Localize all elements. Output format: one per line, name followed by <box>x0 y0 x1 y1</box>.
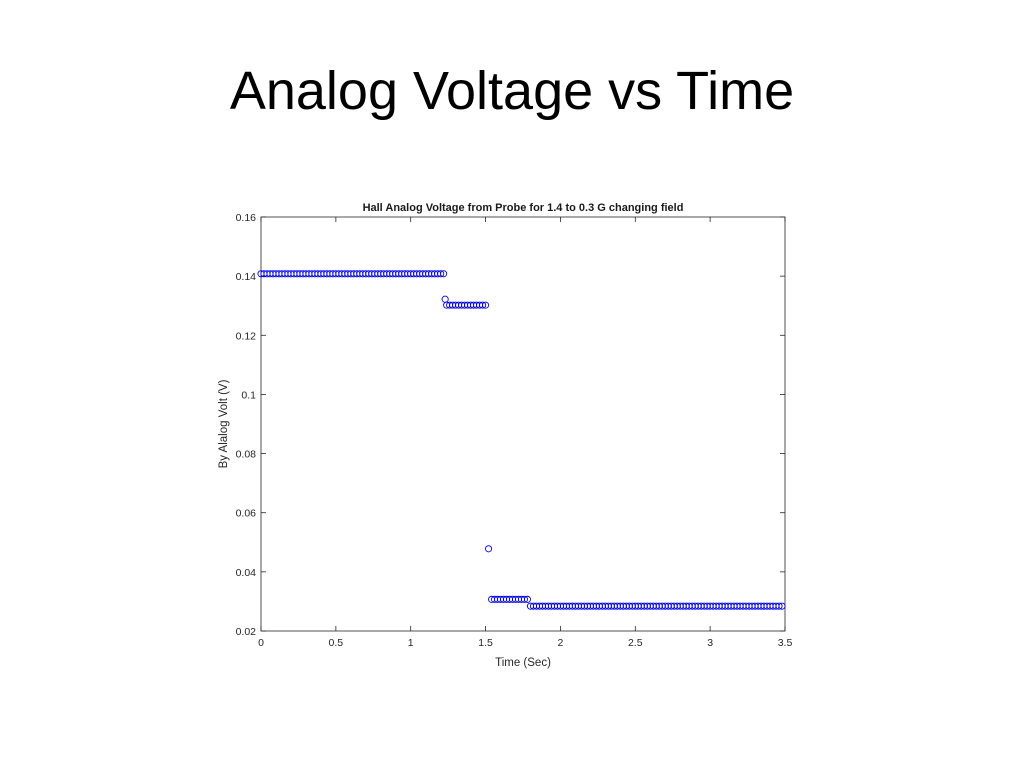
slide-title: Analog Voltage vs Time <box>229 61 795 121</box>
y-tick-label: 0.14 <box>236 271 257 283</box>
data-point <box>437 270 445 278</box>
y-tick-label: 0.12 <box>236 330 257 342</box>
data-point <box>479 301 487 309</box>
x-tick-label: 3 <box>707 637 713 649</box>
y-tick-label: 0.08 <box>236 449 257 461</box>
data-point <box>778 602 786 610</box>
axis-ticks: 0 0.5 1 1.5 2 2.5 3 3.5 0.02 0.04 0.06 0.08 0.1 0.12 0… <box>236 212 793 649</box>
data-points <box>257 270 786 610</box>
y-axis-label: By Alalog Volt (V) <box>218 379 230 468</box>
y-tick-label: 0.04 <box>236 567 257 579</box>
y-tick-label: 0.06 <box>236 508 257 520</box>
x-tick-label: 0.5 <box>329 637 344 649</box>
plot-area <box>260 216 786 632</box>
y-tick-label: 0.1 <box>241 389 256 401</box>
scatter-chart: Hall Analog Voltage from Probe for 1.4 t… <box>218 202 793 669</box>
x-axis-label: Time (Sec) <box>495 657 551 669</box>
data-point <box>441 295 449 303</box>
data-point <box>482 301 490 309</box>
x-tick-label: 2.5 <box>628 637 643 649</box>
data-point <box>523 595 532 603</box>
x-tick-label: 1 <box>408 637 414 649</box>
x-tick-label: 0 <box>258 637 264 649</box>
y-tick-label: 0.16 <box>236 212 257 224</box>
y-tick-label: 0.02 <box>236 626 257 638</box>
data-point <box>775 602 783 610</box>
x-tick-label: 1.5 <box>478 637 493 649</box>
chart-title: Hall Analog Voltage from Probe for 1.4 t… <box>363 202 684 214</box>
x-tick-label: 3.5 <box>778 637 793 649</box>
data-point <box>485 545 493 553</box>
data-point <box>520 595 529 603</box>
x-tick-label: 2 <box>558 637 564 649</box>
data-point <box>440 270 448 278</box>
